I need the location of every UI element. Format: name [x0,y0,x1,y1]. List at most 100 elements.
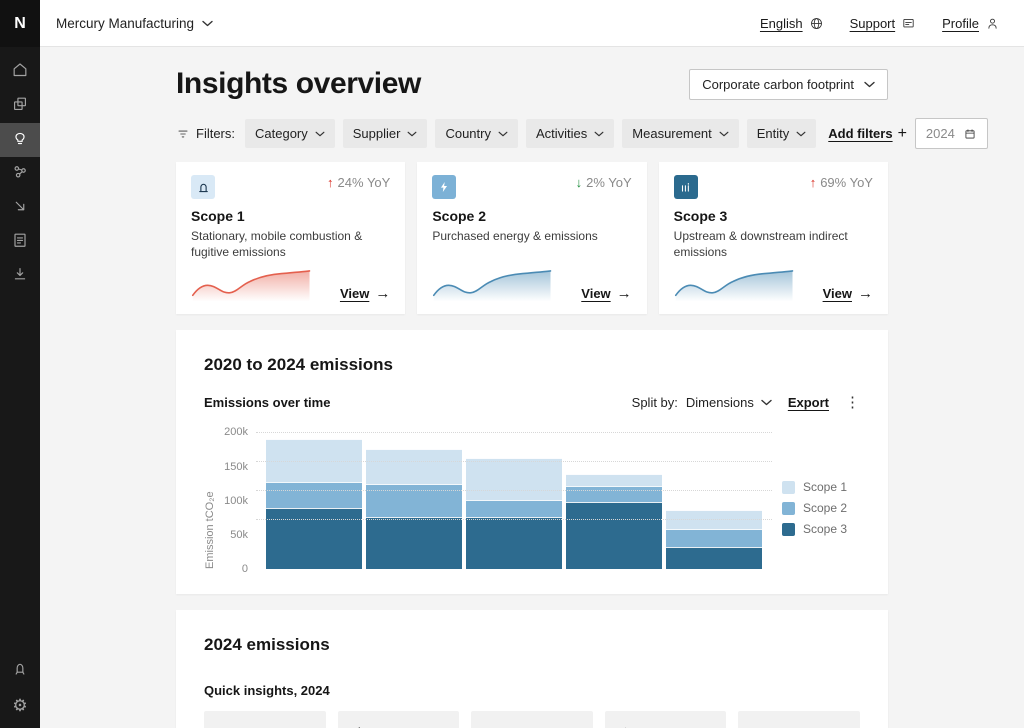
sidebar-item-reductions[interactable] [0,191,40,225]
y-axis-ticks: 200k 150k 100k 50k 0 [218,426,256,575]
support-link[interactable]: Support [850,16,917,31]
filter-pill-measurement[interactable]: Measurement [622,119,739,148]
arrow-right-icon: → [616,285,632,303]
bar-segment-scope-3[interactable] [566,502,662,570]
globe-icon [810,17,822,29]
view-link[interactable]: View → [822,285,873,303]
gridline [256,519,772,521]
person-icon [988,18,997,29]
bar-segment-scope-1[interactable] [266,439,362,482]
chart-legend: Scope 1 Scope 2 Scope 3 [772,432,860,569]
language-link[interactable]: English [760,16,824,31]
split-by-label: Split by: [631,395,678,411]
insight-tile-energy[interactable]: ↑ 10% [337,711,460,728]
bar-segment-scope-2[interactable] [466,499,562,517]
y-tick: 200k [224,426,248,439]
gridline [256,490,772,492]
trend-up-icon: ↑ [809,175,817,190]
bar-2022[interactable] [466,432,562,570]
quick-insight-tiles: ↑ 4% ↑ 10% [204,711,860,728]
sidebar-item-value-chain[interactable] [0,157,40,191]
chevron-down-icon [407,131,417,136]
sidebar-item-entities[interactable] [0,89,40,123]
chevron-down-icon [498,131,508,136]
filter-pill-supplier[interactable]: Supplier [342,119,428,148]
y-tick: 100k [224,494,248,507]
bar-segment-scope-1[interactable] [366,448,462,485]
bar-segment-scope-1[interactable] [466,458,562,500]
profile-link[interactable]: Profile [942,16,1000,31]
chevron-down-icon [761,400,772,406]
filter-icon [178,130,188,137]
trend-down-icon: ↓ [575,175,583,190]
split-by-dropdown[interactable]: Dimensions [686,395,772,410]
view-link[interactable]: View → [581,285,632,303]
sidebar-item-updates[interactable] [0,654,40,688]
scope-2-card[interactable]: ↓ 2% YoY Scope 2 Purchased energy & emis… [417,162,647,315]
chevron-down-icon [315,131,325,136]
arrow-right-icon: → [375,285,391,303]
scope-card-description: Purchased energy & emissions [432,229,598,243]
lightbulb-icon [10,128,30,153]
sidebar-item-settings[interactable]: ⚙ [0,688,40,722]
filter-pill-activities[interactable]: Activities [525,119,615,148]
sidebar-item-reports[interactable] [0,225,40,259]
bar-2021[interactable] [366,432,462,570]
company-selector[interactable]: Mercury Manufacturing [56,16,213,31]
insight-tile-target[interactable]: ↑ 4% [604,711,727,728]
yoy-badge: ↓ 2% YoY [575,175,632,190]
section-title: 2020 to 2024 emissions [204,355,394,375]
sidebar-item-home[interactable] [0,55,40,89]
arrow-right-icon: → [857,285,873,303]
filter-pill-country[interactable]: Country [435,119,518,148]
pages-icon [10,94,30,119]
bar-2020[interactable] [266,432,362,570]
scope-cards: ↑ 24% YoY Scope 1 Stationary, mobile com… [176,162,888,315]
trend-down-icon: ↓ [810,726,817,728]
add-filters-button[interactable]: Add filters + [828,124,907,142]
bar-segment-scope-3[interactable] [266,507,362,570]
bar-segment-scope-2[interactable] [366,484,462,517]
scope-3-card[interactable]: ↑ 69% YoY Scope 3 Upstream & downstream … [658,162,888,315]
chevron-down-icon [864,81,875,87]
app-logo[interactable]: N [0,0,40,47]
year-picker[interactable]: 2024 [914,118,988,149]
insight-tile-location[interactable]: ↑ 36% [471,711,593,728]
chart-title: Emissions over time [204,395,331,411]
chevron-down-icon [719,131,729,136]
gear-icon: ⚙ [12,695,28,715]
filter-pill-entity[interactable]: Entity [746,119,817,148]
sidebar-item-insights[interactable] [0,123,40,157]
bar-segment-scope-2[interactable] [266,481,362,508]
y-tick: 50k [230,529,248,542]
bar-2023[interactable] [566,432,662,570]
scope-1-card[interactable]: ↑ 24% YoY Scope 1 Stationary, mobile com… [176,162,406,315]
filter-pill-category[interactable]: Category [245,119,335,148]
bar-segment-scope-3[interactable] [666,546,762,570]
yoy-badge: ↑ 69% YoY [809,175,873,190]
bar-segment-scope-3[interactable] [366,516,462,570]
legend-swatch [782,522,795,536]
y-tick: 150k [224,460,248,473]
bar-2024[interactable] [666,432,762,570]
export-button[interactable]: Export [787,395,829,411]
gridline [256,461,772,463]
sidebar-item-exports[interactable] [0,259,40,293]
document-icon [10,230,30,255]
insight-tile-total[interactable]: ↑ 4% [204,711,326,728]
bar-segment-scope-2[interactable] [566,485,662,503]
bar-segment-scope-3[interactable] [466,516,562,570]
scope-card-description: Stationary, mobile combustion & fugitive… [191,229,363,260]
kebab-menu-icon[interactable]: ⋮ [845,394,860,412]
emissions-panel: 2020 to 2024 emissions Emissions over ti… [176,330,888,595]
supply-chain-icon [673,175,698,199]
rocket-icon [10,659,30,684]
insight-tile-spend[interactable]: ↓ 25% [738,711,860,728]
scope-card-title: Scope 3 [673,208,728,224]
bar-segment-scope-1[interactable] [566,474,662,486]
footprint-selector[interactable]: Corporate carbon footprint [689,68,888,100]
bar-segment-scope-2[interactable] [666,528,762,547]
network-icon [10,162,30,187]
view-link[interactable]: View → [339,285,391,303]
arrow-corner-icon [10,196,30,221]
